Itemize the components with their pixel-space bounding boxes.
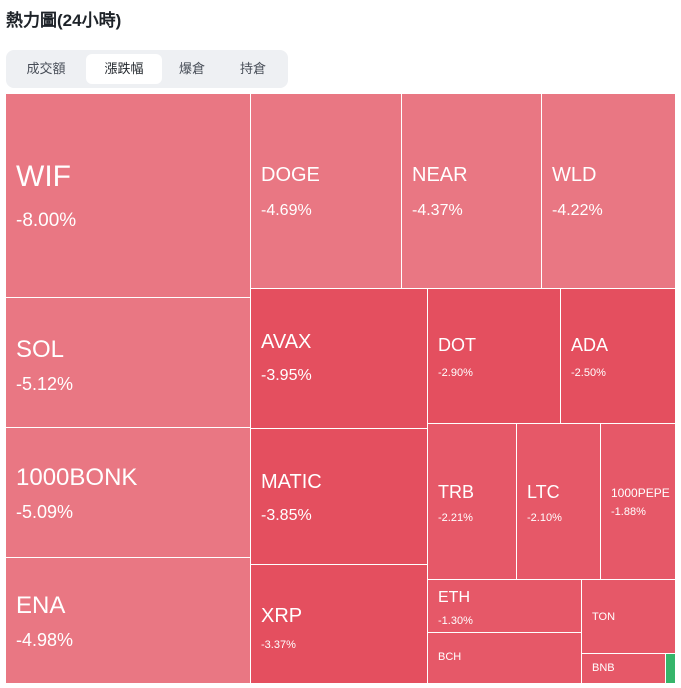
- tile-symbol: BCH: [438, 651, 462, 663]
- tile-wif[interactable]: WIF -8.00%: [6, 94, 251, 298]
- tile-change: -5.12%: [16, 374, 74, 394]
- tile-symbol: LTC: [527, 482, 560, 502]
- tile-small-gainer[interactable]: [666, 654, 676, 684]
- tile-symbol: AVAX: [261, 331, 312, 353]
- tile-change: -2.50%: [571, 367, 606, 379]
- tab-open-interest[interactable]: 持倉: [239, 61, 266, 76]
- tile-trb[interactable]: TRB -2.21%: [428, 424, 517, 580]
- tile-change: -1.88%: [611, 506, 646, 518]
- tile-xrp[interactable]: XRP -3.37%: [251, 565, 428, 684]
- tile-symbol: BNB: [592, 662, 615, 674]
- page-title: 熱力圖(24小時): [6, 11, 122, 30]
- tile-symbol: SOL: [16, 336, 65, 363]
- tile-symbol: ENA: [16, 592, 66, 619]
- tile-change: -3.85%: [261, 507, 312, 524]
- tile-ton[interactable]: TON: [582, 580, 676, 654]
- tile-change: -4.69%: [261, 202, 312, 219]
- tile-symbol: TRB: [438, 482, 474, 502]
- tile-matic[interactable]: MATIC -3.85%: [251, 429, 428, 565]
- tile-change: -4.98%: [16, 630, 74, 650]
- tile-change: -3.95%: [261, 367, 312, 384]
- tile-change: -2.10%: [527, 512, 562, 524]
- tab-liquidation[interactable]: 爆倉: [178, 61, 205, 76]
- tile-ltc[interactable]: LTC -2.10%: [517, 424, 601, 580]
- tile-change: -8.00%: [16, 210, 77, 231]
- tile-ena[interactable]: ENA -4.98%: [6, 558, 251, 684]
- tab-volume[interactable]: 成交額: [26, 61, 66, 76]
- tile-change: -4.37%: [412, 202, 463, 219]
- tile-symbol: WLD: [552, 164, 597, 186]
- tile-wld[interactable]: WLD -4.22%: [542, 94, 676, 289]
- tile-symbol: ETH: [438, 589, 470, 606]
- tile-symbol: WIF: [16, 160, 71, 193]
- tile-1000pepe[interactable]: 1000PEPE -1.88%: [601, 424, 676, 580]
- tile-symbol: XRP: [261, 605, 303, 627]
- tile-1000bonk[interactable]: 1000BONK -5.09%: [6, 428, 251, 558]
- tile-symbol: ADA: [571, 335, 609, 355]
- tab-price-change[interactable]: 漲跌幅: [86, 54, 162, 84]
- tile-symbol: NEAR: [412, 164, 468, 186]
- tile-avax[interactable]: AVAX -3.95%: [251, 289, 428, 429]
- tile-symbol: 1000PEPE: [611, 486, 670, 500]
- tile-ada[interactable]: ADA -2.50%: [561, 289, 676, 424]
- tile-symbol: 1000BONK: [16, 464, 138, 491]
- tile-sol[interactable]: SOL -5.12%: [6, 298, 251, 428]
- tile-symbol: MATIC: [261, 471, 322, 493]
- heatmap-tabs: 成交額 漲跌幅 爆倉 持倉: [6, 50, 288, 88]
- tile-symbol: DOT: [438, 335, 476, 355]
- tile-eth[interactable]: ETH -1.30%: [428, 580, 582, 633]
- tile-symbol: TON: [592, 611, 616, 623]
- tile-change: -5.09%: [16, 502, 74, 522]
- tile-near[interactable]: NEAR -4.37%: [402, 94, 542, 289]
- tile-change: -3.37%: [261, 639, 296, 651]
- tile-dot[interactable]: DOT -2.90%: [428, 289, 561, 424]
- tile-symbol: DOGE: [261, 164, 320, 186]
- tile-change: -4.22%: [552, 202, 603, 219]
- tile-bch[interactable]: BCH: [428, 633, 582, 684]
- tile-change: -1.30%: [438, 615, 473, 627]
- tile-bnb[interactable]: BNB: [582, 654, 666, 684]
- heatmap: WIF -8.00% SOL -5.12% 1000BONK -5.09% EN…: [6, 94, 676, 684]
- tile-doge[interactable]: DOGE -4.69%: [251, 94, 402, 289]
- tile-change: -2.90%: [438, 367, 473, 379]
- tile-change: -2.21%: [438, 512, 473, 524]
